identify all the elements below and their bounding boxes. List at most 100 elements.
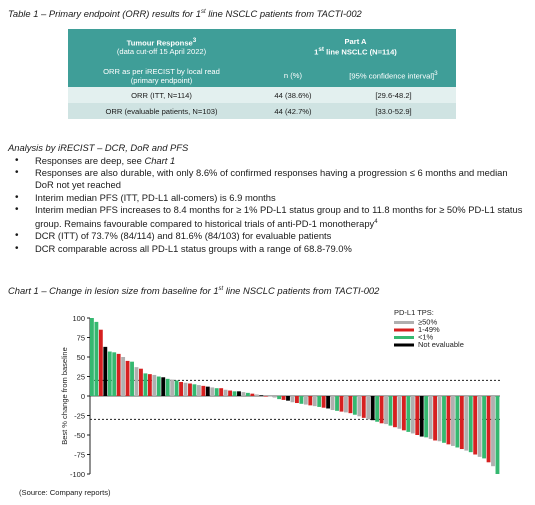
legend-label: <1% bbox=[418, 333, 434, 342]
waterfall-bar bbox=[464, 396, 469, 451]
y-tick-label: -75 bbox=[74, 450, 85, 459]
waterfall-bar bbox=[393, 396, 397, 428]
waterfall-bar bbox=[192, 384, 197, 396]
waterfall-bar bbox=[446, 396, 451, 445]
waterfall-bar bbox=[361, 396, 366, 418]
row-ci: [33.0-52.9] bbox=[331, 103, 456, 119]
legend-swatch bbox=[394, 343, 414, 347]
waterfall-bar bbox=[152, 374, 157, 396]
waterfall-bar bbox=[286, 396, 290, 401]
y-tick-label: 75 bbox=[77, 333, 85, 342]
waterfall-bar bbox=[263, 396, 268, 397]
list-item: DCR (ITT) of 73.7% (84/114) and 81.6% (8… bbox=[15, 230, 528, 242]
waterfall-bar bbox=[237, 391, 241, 396]
y-tick-label: -50 bbox=[74, 431, 85, 440]
list-item: DCR comparable across all PD-L1 status g… bbox=[15, 243, 528, 255]
waterfall-bar bbox=[156, 376, 161, 396]
waterfall-bar bbox=[401, 396, 406, 431]
waterfall-bar bbox=[210, 387, 215, 396]
waterfall-bar bbox=[241, 392, 246, 396]
waterfall-bar bbox=[139, 368, 143, 396]
waterfall-bar bbox=[228, 390, 233, 396]
chart-caption: Chart 1 – Change in lesion size from bas… bbox=[8, 285, 380, 296]
waterfall-bar bbox=[174, 380, 179, 396]
waterfall-bar bbox=[303, 396, 308, 405]
waterfall-bar bbox=[170, 379, 175, 396]
waterfall-bar bbox=[112, 352, 117, 396]
waterfall-bar bbox=[375, 396, 380, 422]
table-header-row: Tumour Response3 (data cut-off 15 April … bbox=[68, 29, 456, 64]
waterfall-bar bbox=[94, 321, 99, 396]
waterfall-bar bbox=[330, 396, 335, 411]
waterfall-bar bbox=[125, 360, 130, 396]
y-tick-label: 25 bbox=[77, 372, 85, 381]
waterfall-bar bbox=[352, 396, 357, 415]
waterfall-bar bbox=[121, 357, 126, 396]
waterfall-bar bbox=[272, 396, 277, 398]
waterfall-bar bbox=[317, 396, 322, 407]
y-axis-label: Best % change from baseline bbox=[60, 347, 69, 445]
waterfall-bar bbox=[277, 396, 282, 400]
waterfall-bar bbox=[223, 389, 228, 396]
waterfall-bar bbox=[308, 396, 313, 406]
list-item: Interim median PFS (ITT, PD-L1 all-comer… bbox=[15, 192, 528, 204]
waterfall-bar bbox=[321, 396, 326, 408]
waterfall-bar bbox=[442, 396, 446, 443]
waterfall-bar bbox=[219, 388, 224, 396]
waterfall-bar bbox=[335, 396, 339, 411]
waterfall-bar bbox=[468, 396, 473, 453]
waterfall-bar bbox=[388, 396, 393, 426]
waterfall-bar bbox=[205, 386, 210, 396]
waterfall-bar bbox=[397, 396, 402, 429]
waterfall-bar bbox=[295, 396, 299, 404]
waterfall-bar bbox=[410, 396, 415, 434]
waterfall-chart: 100 75 50 25 0 -25 -50 -75 -100 Best % change fro… bbox=[60, 308, 500, 479]
row-ci: [29.6-48.2] bbox=[331, 87, 456, 103]
legend-title: PD-L1 TPS: bbox=[394, 308, 434, 317]
row-n: 44 (38.6%) bbox=[255, 87, 331, 103]
waterfall-bar bbox=[201, 385, 206, 396]
waterfall-bar bbox=[366, 396, 371, 420]
waterfall-bar bbox=[134, 367, 139, 396]
y-tick-label: 50 bbox=[77, 353, 85, 362]
waterfall-bar bbox=[473, 396, 478, 455]
waterfall-bar bbox=[424, 396, 429, 438]
waterfall-bar bbox=[130, 361, 134, 396]
waterfall-bar bbox=[147, 374, 152, 396]
waterfall-bar bbox=[179, 381, 183, 396]
waterfall-bar bbox=[196, 385, 201, 396]
waterfall-bar bbox=[495, 396, 500, 474]
analysis-title: Analysis by iRECIST – DCR, DoR and PFS bbox=[8, 142, 189, 153]
list-item: Interim median PFS increases to 8.4 mont… bbox=[15, 204, 528, 231]
waterfall-bar bbox=[379, 396, 384, 424]
waterfall-bar bbox=[165, 378, 170, 396]
waterfall-bar bbox=[214, 388, 219, 396]
waterfall-bar bbox=[107, 351, 112, 396]
waterfall-bar bbox=[482, 396, 487, 459]
waterfall-bar bbox=[433, 396, 438, 441]
waterfall-bar bbox=[103, 346, 108, 396]
y-tick-label: 0 bbox=[81, 392, 85, 401]
y-tick-label: -25 bbox=[74, 411, 85, 420]
confidence-interval-header: [95% confidence interval]3 bbox=[331, 64, 456, 87]
waterfall-bar bbox=[344, 396, 348, 413]
waterfall-bar bbox=[183, 382, 188, 396]
waterfall-bar bbox=[188, 383, 192, 396]
waterfall-bar bbox=[339, 396, 344, 412]
source-note: (Source: Company reports) bbox=[19, 488, 111, 497]
waterfall-bar bbox=[419, 396, 424, 437]
analysis-bullet-list: Responses are deep, see Chart 1 Response… bbox=[15, 155, 528, 255]
waterfall-bar bbox=[348, 396, 353, 414]
part-a-header: Part A 1st line NSCLC (N=114) bbox=[255, 29, 456, 64]
waterfall-bar bbox=[232, 391, 237, 396]
waterfall-bar bbox=[250, 393, 255, 396]
waterfall-bar bbox=[370, 396, 375, 421]
table-subheader-row: ORR as per iRECIST by local read (primar… bbox=[68, 64, 456, 87]
waterfall-bar bbox=[406, 396, 411, 432]
waterfall-bar bbox=[312, 396, 317, 407]
n-percent-header: n (%) bbox=[255, 64, 331, 87]
waterfall-bar bbox=[290, 396, 295, 403]
legend-swatch bbox=[394, 321, 414, 324]
waterfall-bar bbox=[428, 396, 433, 439]
row-label: ORR (ITT, N=114) bbox=[68, 87, 255, 103]
